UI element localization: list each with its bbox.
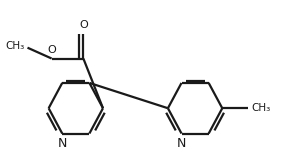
- Text: O: O: [79, 20, 88, 30]
- Text: O: O: [47, 45, 56, 55]
- Text: CH₃: CH₃: [251, 103, 270, 113]
- Text: N: N: [177, 137, 186, 150]
- Text: CH₃: CH₃: [5, 41, 24, 51]
- Text: N: N: [58, 137, 67, 150]
